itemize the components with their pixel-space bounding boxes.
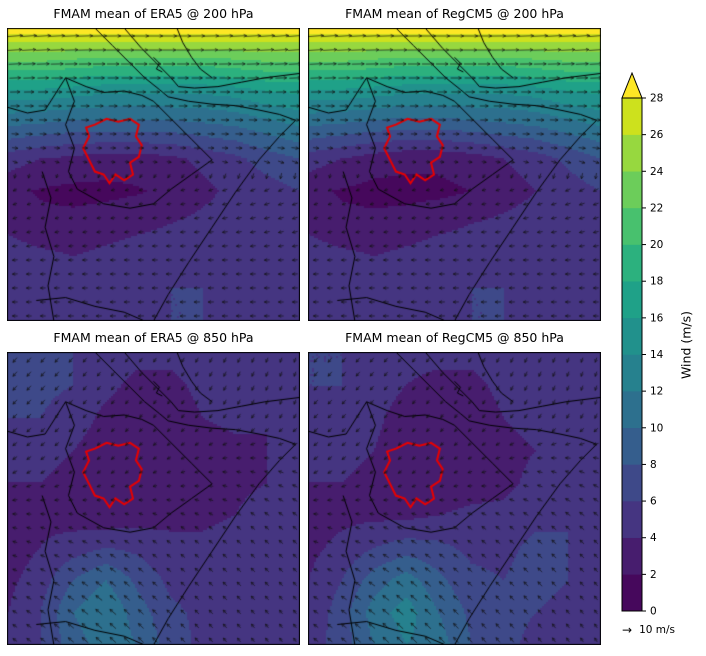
colorbar-tick-label: 26 bbox=[650, 129, 664, 141]
colorbar-band bbox=[622, 500, 642, 538]
colorbar-band bbox=[622, 464, 642, 502]
colorbar-band bbox=[622, 134, 642, 172]
panel-title-regcm5-200: FMAM mean of RegCM5 @ 200 hPa bbox=[345, 6, 564, 21]
map-panel-era5-200 bbox=[7, 28, 300, 321]
panel-title-era5-200: FMAM mean of ERA5 @ 200 hPa bbox=[53, 6, 254, 21]
colorbar-tick-label: 2 bbox=[650, 569, 657, 581]
panel-title-regcm5-850: FMAM mean of RegCM5 @ 850 hPa bbox=[345, 330, 564, 345]
colorbar-band bbox=[622, 354, 642, 392]
quiver-key: → 10 m/s bbox=[622, 624, 675, 636]
colorbar-tick-label: 22 bbox=[650, 202, 663, 214]
colorbar-band bbox=[622, 390, 642, 429]
colorbar-band bbox=[622, 244, 642, 282]
colorbar-band bbox=[622, 317, 642, 355]
colorbar-tick-label: 28 bbox=[650, 93, 663, 105]
colorbar-band bbox=[622, 171, 642, 209]
map-panel-regcm5-850 bbox=[308, 352, 601, 645]
panel-title-era5-850: FMAM mean of ERA5 @ 850 hPa bbox=[53, 330, 254, 345]
quiver-key-label: 10 m/s bbox=[639, 624, 675, 636]
colorbar-tick-label: 0 bbox=[650, 606, 657, 618]
colorbar-tick-label: 10 bbox=[650, 422, 663, 434]
colorbar-tick-label: 16 bbox=[650, 312, 664, 324]
colorbar-tick-label: 14 bbox=[650, 349, 664, 361]
colorbar-tick-label: 4 bbox=[650, 532, 657, 544]
colorbar-tick-label: 8 bbox=[650, 459, 657, 471]
colorbar-tick-label: 20 bbox=[650, 239, 663, 251]
colorbar-tick-label: 12 bbox=[650, 386, 663, 398]
colorbar-label: Wind (m/s) bbox=[678, 310, 694, 380]
colorbar-tick-label: 18 bbox=[650, 276, 663, 288]
colorbar-tick-label: 6 bbox=[650, 496, 657, 508]
colorbar-band bbox=[622, 97, 642, 135]
quiver-key-arrow-icon: → bbox=[622, 623, 633, 637]
colorbar-band bbox=[622, 537, 642, 575]
colorbar-band bbox=[622, 207, 642, 245]
colorbar-extend-triangle bbox=[621, 72, 643, 99]
colorbar-band bbox=[622, 427, 642, 465]
map-panel-regcm5-200 bbox=[308, 28, 601, 321]
map-panel-era5-850 bbox=[7, 352, 300, 645]
colorbar-band bbox=[622, 574, 642, 612]
colorbar-tick-label: 24 bbox=[650, 166, 664, 178]
colorbar-band bbox=[622, 280, 642, 319]
